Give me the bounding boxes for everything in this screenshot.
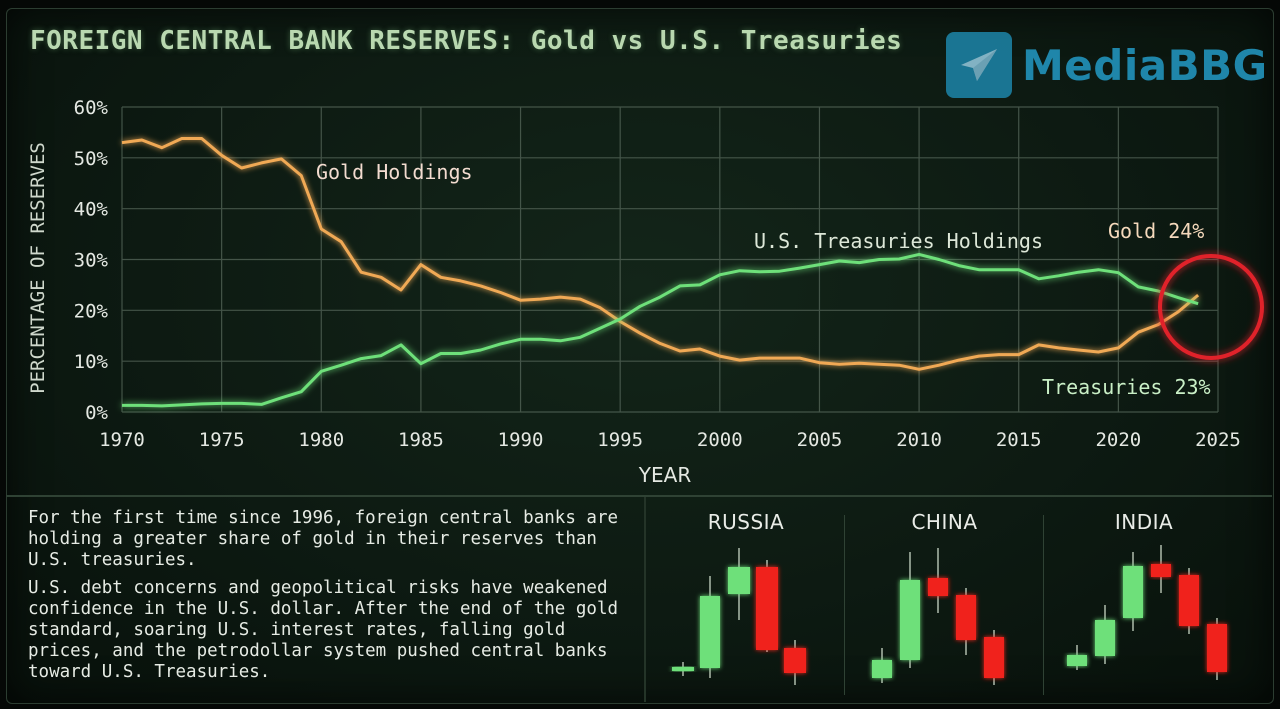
x-tick-label: 1995 [597,429,643,451]
y-tick-label: 20% [74,300,109,322]
dashboard-frame [6,8,1274,704]
panel-title: CHINA [911,510,978,534]
x-tick-label: 1970 [99,429,145,451]
x-tick-label: 2015 [996,429,1042,451]
x-tick-label: 1985 [398,429,444,451]
y-tick-label: 40% [74,199,109,221]
watermark-text: MediaBBG [1022,40,1268,90]
gold-holdings-line [121,137,1200,371]
notes-panel-divider [644,497,646,702]
panel-title: RUSSIA [707,510,785,534]
y-tick-label: 60% [74,97,109,119]
x-axis-title: YEAR [638,463,692,487]
x-tick-label: 2010 [896,429,942,451]
y-tick-label: 50% [74,148,109,170]
commentary-text: For the first time since 1996, foreign c… [28,508,638,690]
candlestick-panel-russia: RUSSIA [648,500,844,696]
section-divider [6,495,1272,497]
page-title: FOREIGN CENTRAL BANK RESERVES: Gold vs U… [30,26,903,56]
y-tick-label: 30% [74,250,109,272]
commentary-paragraph-1: For the first time since 1996, foreign c… [28,508,619,570]
treasuries-line-label: U.S. Treasuries Holdings [754,229,1043,253]
chart-grid [121,106,1219,413]
crossover-highlight-circle [1158,254,1264,360]
y-tick-label: 10% [74,351,109,373]
x-tick-label: 1990 [498,429,544,451]
x-tick-label: 1975 [199,429,245,451]
candlestick-panel-china: CHINA [846,500,1043,696]
x-tick-label: 2025 [1195,429,1241,451]
panel-title: INDIA [1114,510,1174,534]
gold-end-label: Gold 24% [1108,219,1204,243]
treasuries-holdings-line [122,252,1199,408]
gold-line-label: Gold Holdings [316,160,473,184]
telegram-paper-plane-icon [946,32,1012,98]
y-tick-label: 0% [85,402,108,424]
watermark-logo: MediaBBG [946,32,1268,98]
x-axis-ticks: 1970 1975 1980 1985 1990 1995 2000 2005 2010 2015… [99,429,1241,451]
x-tick-label: 2005 [797,429,843,451]
panel-separator [1043,515,1044,695]
x-tick-label: 1980 [298,429,344,451]
y-axis-ticks: 0% 10% 20% 30% 40% 50% 60% [74,97,109,424]
line-chart: 0% 10% 20% 30% 40% 50% 60% 1970 1975 1980 1985 199… [74,97,1264,487]
x-tick-label: 2000 [697,429,743,451]
commentary-paragraph-2: U.S. debt concerns and geopolitical risk… [28,578,619,682]
x-tick-label: 2020 [1095,429,1141,451]
panel-separator [844,515,845,695]
candlestick-panel-india: INDIA [1044,500,1244,696]
treasuries-end-label: Treasuries 23% [1042,375,1211,399]
